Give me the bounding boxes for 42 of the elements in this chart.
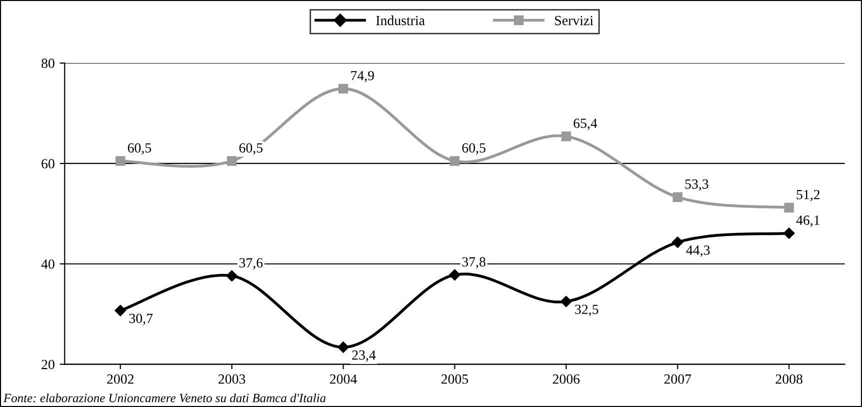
point xyxy=(338,84,348,94)
y-tick-label: 20 xyxy=(42,360,54,370)
x-tick-label: 2002 xyxy=(107,374,134,384)
data-label: 51,2 xyxy=(796,190,820,202)
data-label: 53,3 xyxy=(685,179,708,191)
point xyxy=(226,156,237,166)
x-tick-label: 2007 xyxy=(664,374,692,384)
x-tick-label: 2006 xyxy=(552,374,580,384)
point xyxy=(449,269,460,281)
data-label: 60,5 xyxy=(239,143,263,155)
legend-label: Industria xyxy=(376,15,425,26)
x-tick-label: 2004 xyxy=(330,374,357,384)
point xyxy=(114,304,126,316)
point xyxy=(450,156,460,166)
source-note: Fonte: elaborazione Unioncamere Veneto su dati Bamca d'Italia xyxy=(3,393,326,402)
legend-label: Servizi xyxy=(555,16,594,26)
data-label: 23,4 xyxy=(352,350,376,362)
point xyxy=(116,156,126,166)
point xyxy=(560,296,572,308)
point xyxy=(783,228,795,239)
point xyxy=(226,270,238,282)
y-tick-label: 80 xyxy=(42,58,54,68)
y-tick-label: 40 xyxy=(41,259,54,269)
point xyxy=(784,202,794,213)
data-label: 60,5 xyxy=(462,143,486,155)
data-label: 44,3 xyxy=(686,246,710,257)
x-tick-label: 2003 xyxy=(218,374,246,384)
data-label: 37,8 xyxy=(462,257,486,269)
point xyxy=(561,132,572,142)
x-tick-label: 2008 xyxy=(776,374,802,384)
data-label: 32,5 xyxy=(575,304,598,316)
data-label: 65,4 xyxy=(574,118,598,130)
data-label: 74,9 xyxy=(351,70,374,82)
point xyxy=(672,192,682,202)
point xyxy=(338,342,349,353)
data-label: 46,1 xyxy=(796,216,820,227)
data-label: 37,6 xyxy=(239,258,263,270)
data-label: 60,5 xyxy=(128,143,152,155)
point xyxy=(672,236,684,248)
data-label: 30,7 xyxy=(129,314,153,326)
x-tick-label: 2005 xyxy=(441,374,468,384)
y-tick-label: 60 xyxy=(42,159,54,168)
